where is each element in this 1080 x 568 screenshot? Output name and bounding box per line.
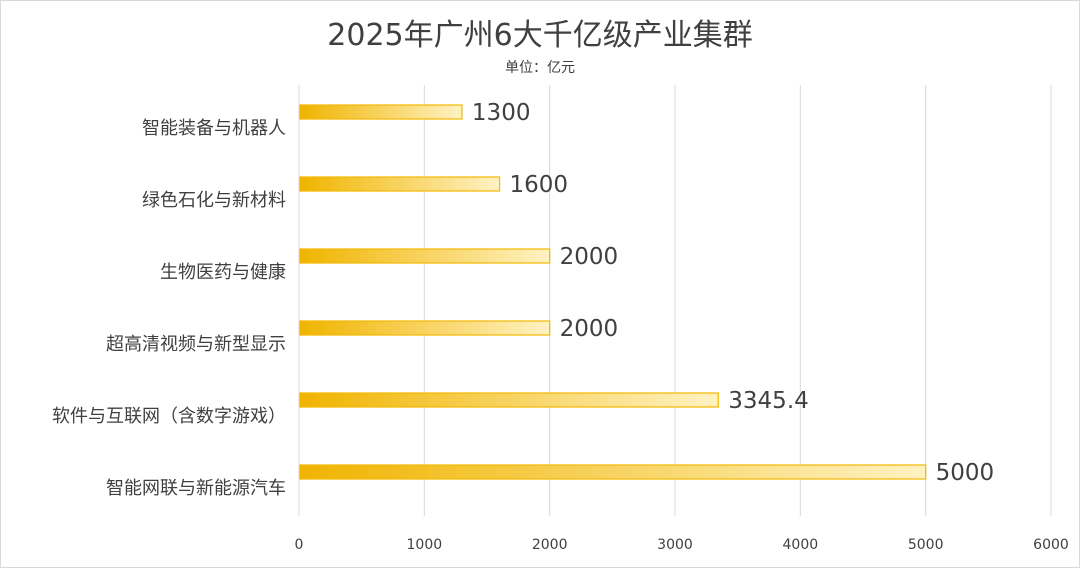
bar [299,104,463,120]
x-axis-ticks: 0 1000 2000 3000 4000 5000 6000 [295,537,1069,553]
category-label: 生物医药与健康 [160,262,286,283]
category-label: 智能装备与机器人 [142,118,286,139]
bar-value-label: 3345.4 [728,388,808,414]
x-tick-label: 0 [295,537,304,553]
category-label: 智能网联与新能源汽车 [106,478,286,499]
bar-value-label: 1600 [510,172,569,198]
bar [299,464,927,480]
category-labels: 智能装备与机器人绿色石化与新材料生物医药与健康超高清视频与新型显示软件与互联网（… [52,118,286,499]
chart-title: 2025年广州6大千亿级产业集群 [327,18,752,53]
bar-value-label: 2000 [560,316,619,342]
gridlines [298,85,1052,516]
x-tick-label: 6000 [1033,537,1069,553]
bar [299,392,719,408]
chart-subtitle: 单位：亿元 [505,60,575,76]
bar [299,320,551,336]
bar [299,176,501,192]
x-tick-label: 1000 [407,537,443,553]
x-tick-label: 3000 [657,537,693,553]
x-tick-label: 4000 [783,537,819,553]
category-label: 软件与互联网（含数字游戏） [52,406,286,427]
category-label: 绿色石化与新材料 [142,190,286,211]
bar-value-label: 1300 [472,100,531,126]
bar-value-label: 5000 [936,460,995,486]
bar-value-label: 2000 [560,244,619,270]
bars: 1300 1600 2000 2000 3345.4 5000 [299,100,995,486]
x-tick-label: 5000 [908,537,944,553]
category-label: 超高清视频与新型显示 [106,334,286,355]
bar [299,248,551,264]
x-tick-label: 2000 [532,537,568,553]
